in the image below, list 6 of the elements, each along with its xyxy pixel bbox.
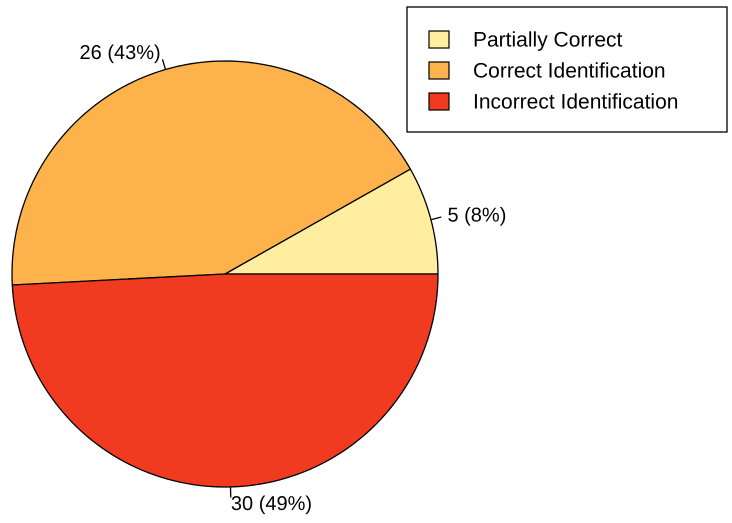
data-label: 26 (43%): [80, 42, 161, 64]
data-label: 30 (49%): [230, 492, 312, 515]
legend-label: Partially Correct: [473, 28, 623, 52]
legend-label: Correct Identification: [473, 60, 666, 82]
legend-label: Incorrect Identification: [473, 90, 678, 114]
data-label: 5 (8%): [447, 204, 506, 226]
